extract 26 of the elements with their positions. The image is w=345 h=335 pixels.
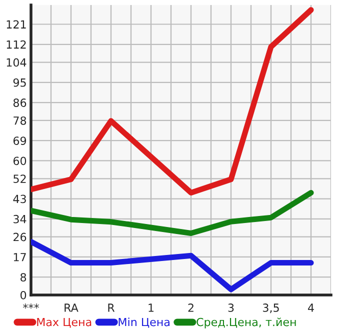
y-tick-label: 69 (13, 136, 26, 145)
y-tick-label: 95 (13, 78, 26, 87)
x-tick-label: 2 (188, 304, 194, 312)
legend-label: Max Цена (37, 318, 92, 328)
x-tick-label: *** (23, 304, 39, 309)
y-tick-label: 0 (20, 290, 26, 300)
y-tick-label: 52 (14, 174, 26, 184)
y-tick-label: 34 (14, 214, 26, 224)
x-tick-label: 4 (308, 304, 314, 312)
legend-label: Сред.Цена, т.йен (196, 318, 296, 328)
y-tick-label: 112 (6, 40, 26, 49)
x-tick-label: 3,5 (263, 304, 279, 314)
x-tick-label: R (108, 304, 115, 312)
y-tick-label: 17 (14, 253, 26, 262)
y-tick-label: 121 (6, 20, 26, 28)
y-tick-label: 86 (13, 98, 26, 107)
y-tick-label: 60 (13, 156, 26, 166)
y-tick-label: 78 (14, 116, 26, 125)
legend-label: Min Цена (118, 318, 170, 328)
y-tick-label: 43 (13, 194, 26, 204)
x-tick-label: 1 (148, 304, 154, 312)
y-tick-label: 26 (14, 232, 26, 242)
y-tick-label: 8 (20, 273, 26, 282)
y-tick-label: 104 (6, 58, 26, 67)
x-tick-label: RA (64, 304, 78, 312)
x-tick-label: 3 (228, 304, 234, 312)
